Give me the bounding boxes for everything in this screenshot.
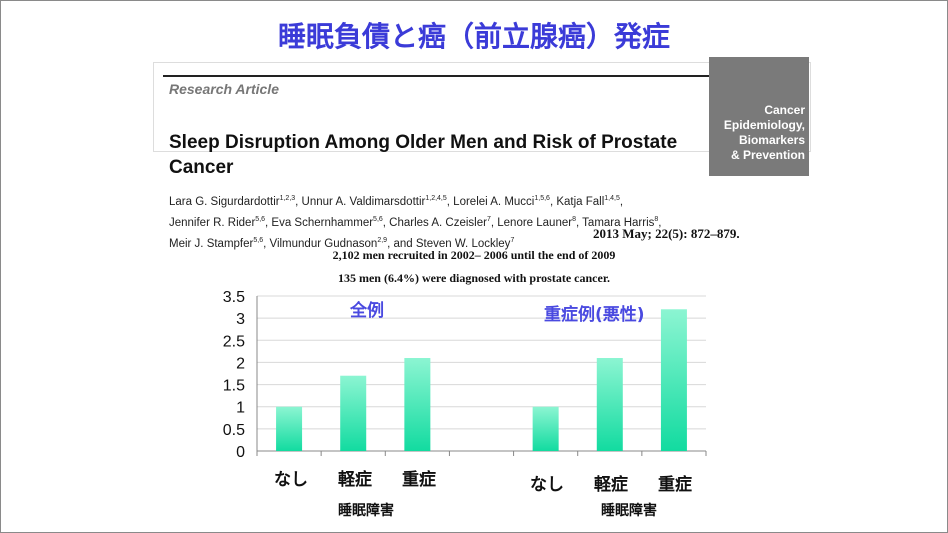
bar bbox=[532, 406, 559, 451]
bar bbox=[596, 358, 623, 451]
bar bbox=[404, 358, 431, 451]
authors-line: Lara G. Sigurdardottir1,2,3, Unnur A. Va… bbox=[169, 195, 624, 208]
x-axis-title: 睡眠障害 bbox=[338, 503, 394, 519]
y-tick-label: 2.5 bbox=[223, 333, 245, 350]
group-title-all: 全例 bbox=[350, 301, 384, 321]
study-note-diagnosis: 135 men (6.4%) were diagnosed with prost… bbox=[337, 271, 611, 285]
x-axis-title: 睡眠障害 bbox=[601, 503, 657, 519]
y-tick-label: 1.5 bbox=[223, 378, 245, 395]
citation: 2013 May; 22(5): 872–879. bbox=[593, 226, 740, 241]
journal-line: Biomarkers bbox=[738, 133, 805, 147]
journal-line: Cancer bbox=[764, 103, 805, 117]
journal-line: & Prevention bbox=[730, 148, 805, 162]
article-type-label: Research Article bbox=[169, 81, 279, 97]
header-rule bbox=[163, 75, 709, 77]
y-tick-label: 2 bbox=[236, 355, 245, 372]
y-tick-label: 3 bbox=[236, 311, 245, 328]
group-title-severe: 重症例(悪性) bbox=[544, 305, 645, 325]
authors-line: Jennifer R. Rider5,6, Eva Schernhammer5,… bbox=[169, 215, 662, 229]
x-label: 重症 bbox=[402, 470, 436, 490]
journal-line: Epidemiology, bbox=[723, 118, 805, 132]
bar bbox=[340, 375, 367, 451]
y-tick-label: 0.5 bbox=[223, 422, 245, 439]
article-title: Sleep Disruption Among Older Men and Ris… bbox=[169, 132, 678, 178]
y-tick-label: 1 bbox=[236, 400, 245, 417]
paper-header-box bbox=[153, 62, 811, 152]
bar bbox=[276, 406, 303, 451]
x-label: 軽症 bbox=[594, 475, 628, 495]
x-label: なし bbox=[274, 470, 308, 490]
slide-title: 睡眠負債と癌（前立腺癌）発症 bbox=[277, 20, 670, 53]
bar bbox=[660, 309, 687, 451]
y-tick-label: 3.5 bbox=[223, 289, 245, 306]
x-label: 軽症 bbox=[338, 470, 372, 490]
study-note-recruitment: 2,102 men recruited in 2002– 2006 until … bbox=[332, 248, 616, 262]
x-label: なし bbox=[530, 475, 564, 495]
authors-line: Meir J. Stampfer5,6, Vilmundur Gudnason2… bbox=[169, 236, 515, 250]
authors: Lara G. Sigurdardottir1,2,3, Unnur A. Va… bbox=[169, 190, 729, 252]
x-label: 重症 bbox=[658, 475, 692, 495]
journal-logo: Cancer Epidemiology, Biomarkers & Preven… bbox=[709, 57, 809, 176]
y-tick-label: 0 bbox=[236, 444, 245, 461]
